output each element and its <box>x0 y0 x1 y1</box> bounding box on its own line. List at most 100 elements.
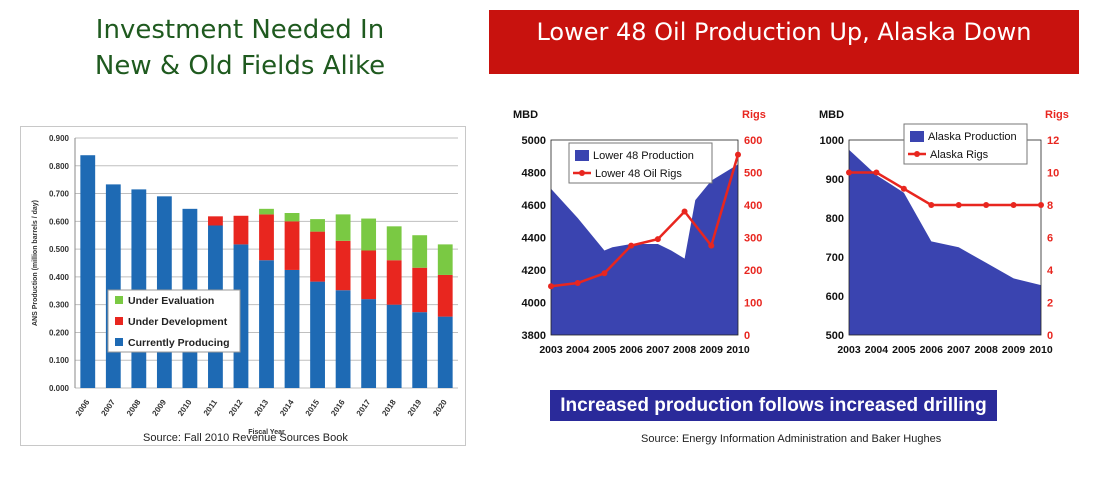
y-tick-label: 0.700 <box>49 190 70 199</box>
right-tick-label: 8 <box>1047 200 1053 212</box>
right-tick-label: 100 <box>744 298 762 310</box>
bar-currently-producing <box>437 316 453 388</box>
drilling-message-banner: Increased production follows increased d… <box>550 390 997 421</box>
legend-box <box>107 289 241 353</box>
right-tick-label: 0 <box>744 330 750 342</box>
y-tick-label: 0.800 <box>49 162 70 171</box>
left-tick-label: 600 <box>826 291 844 303</box>
y-tick-label: 0.300 <box>49 301 70 310</box>
plot-frame <box>550 139 739 336</box>
x-tick-label: 2007 <box>646 344 670 356</box>
bar-currently-producing <box>310 281 325 388</box>
bar-under-evaluation <box>335 214 351 241</box>
legend-swatch-area <box>575 150 589 161</box>
bar-under-development <box>437 274 453 317</box>
left-tick-label: 4200 <box>522 265 546 277</box>
left-tick-label: 1000 <box>820 135 844 147</box>
rigs-point <box>574 280 581 286</box>
x-tick-label: 2004 <box>566 344 590 356</box>
right-tick-label: 200 <box>744 265 762 277</box>
legend-swatch <box>115 338 123 346</box>
banner: Lower 48 Oil Production Up, Alaska Down <box>489 10 1079 74</box>
right-tick-label: 12 <box>1047 135 1059 147</box>
right-tick-label: 400 <box>744 200 762 212</box>
right-tick-label: 10 <box>1047 168 1059 180</box>
lower48-svg: 3800 4000 4200 4400 4600 4800 5000 0 100 200 300 40… <box>513 109 766 356</box>
alaska-svg: 500 600 700 800 900 1000 0 2 4 6 8 10 12 MBD Rigs 2003 2… <box>819 109 1069 356</box>
bar-under-evaluation <box>284 213 300 222</box>
x-tick-label: 2005 <box>892 344 916 356</box>
x-tick-label: 2010 <box>1029 344 1053 356</box>
legend-label-area: Alaska Production <box>928 131 1017 143</box>
bar-currently-producing <box>386 304 402 388</box>
right-tick-label: 500 <box>744 168 762 180</box>
alaska-chart: 500 600 700 800 900 1000 0 2 4 6 8 10 12 MBD Rigs 2003 2… <box>805 100 1075 370</box>
rigs-point <box>654 236 661 243</box>
left-axis-title: MBD <box>819 109 844 121</box>
right-axis-title: Rigs <box>1045 109 1069 121</box>
x-tick-label: 2003 <box>539 344 563 356</box>
left-title: Investment Needed In New & Old Fields Al… <box>60 12 420 84</box>
source-right: Source: Energy Information Administratio… <box>641 433 942 445</box>
y-tick-label: 0.900 <box>49 134 70 143</box>
x-tick-label: 2009 <box>1002 344 1026 356</box>
x-tick-label: 2005 <box>593 344 617 356</box>
legend-swatch <box>115 317 123 325</box>
source-left: Source: Fall 2010 Revenue Sources Book <box>143 432 348 444</box>
bar-under-development <box>386 260 402 305</box>
legend-label-area: Lower 48 Production <box>593 150 694 162</box>
lower48-chart: 3800 4000 4200 4400 4600 4800 5000 0 100 200 300 40… <box>505 100 770 370</box>
bar-under-development <box>259 214 274 261</box>
left-tick-label: 500 <box>826 330 844 342</box>
right-tick-label: 4 <box>1047 265 1054 277</box>
x-tick-label: 2004 <box>865 344 889 356</box>
left-tick-label: 700 <box>826 252 844 264</box>
legend: Alaska Production Alaska Rigs <box>903 123 1028 165</box>
bar-under-evaluation <box>361 218 377 251</box>
rigs-point <box>1038 202 1044 208</box>
bar-currently-producing <box>131 189 147 388</box>
rigs-point <box>846 169 852 176</box>
x-tick-label: 2010 <box>726 344 750 356</box>
y-tick-label: 0.600 <box>49 217 70 226</box>
bar-under-development <box>412 267 428 313</box>
rigs-point <box>900 185 907 192</box>
legend: Under Evaluation Under Development Current… <box>107 289 241 353</box>
right-axis-title: Rigs <box>742 109 766 121</box>
left-title-line1: Investment Needed In <box>95 15 385 45</box>
legend-swatch <box>115 296 123 304</box>
rigs-point <box>708 242 715 249</box>
legend-box <box>903 123 1028 165</box>
y-tick-label: 0.200 <box>49 328 70 337</box>
x-tick-label: 2009 <box>700 344 724 356</box>
bar-under-development <box>361 250 377 300</box>
right-tick-label: 2 <box>1047 298 1053 310</box>
rigs-point <box>735 151 741 158</box>
bar-currently-producing <box>80 155 96 388</box>
x-tick-label: 2008 <box>673 344 697 356</box>
rigs-point <box>983 202 990 208</box>
ans-production-svg: 0.000 0.100 0.200 0.300 0.400 0.500 0.600 0.700… <box>20 126 466 446</box>
bar-under-evaluation <box>412 235 428 268</box>
y-tick-label: 0.400 <box>49 273 70 282</box>
rigs-line <box>849 171 1041 207</box>
ans-production-chart: 0.000 0.100 0.200 0.300 0.400 0.500 0.600 0.700… <box>20 126 466 446</box>
right-tick-label: 6 <box>1047 233 1053 245</box>
bar-currently-producing <box>284 269 300 388</box>
x-tick-label: 2006 <box>920 344 944 356</box>
left-tick-label: 900 <box>826 174 844 186</box>
bar-under-evaluation <box>437 244 453 275</box>
bar-under-development <box>233 215 249 245</box>
banner-title: Lower 48 Oil Production Up, Alaska Down <box>536 18 1032 46</box>
left-tick-label: 4800 <box>522 168 546 180</box>
left-tick-label: 4600 <box>522 200 546 212</box>
y-tick-label: 0.500 <box>49 245 70 254</box>
x-axis-label: Fiscal Year <box>248 429 285 436</box>
rigs-point <box>628 242 635 249</box>
legend-label: Under Evaluation <box>128 295 214 307</box>
bar-currently-producing <box>412 312 428 388</box>
right-tick-label: 300 <box>744 233 762 245</box>
bar-currently-producing <box>361 299 377 388</box>
legend-label-rigs: Lower 48 Oil Rigs <box>595 168 682 180</box>
x-tick-label: 2003 <box>837 344 861 356</box>
